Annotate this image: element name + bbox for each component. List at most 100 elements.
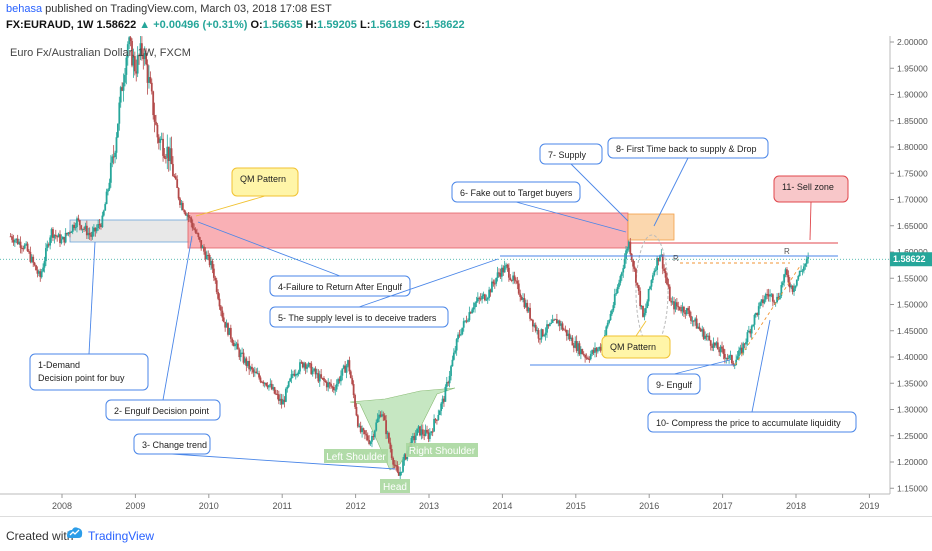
candle-body [184,212,187,216]
author-name[interactable]: behasa [6,3,43,15]
callout-4-pointer [197,221,341,277]
candle-body [266,385,269,388]
candle-body [526,302,529,312]
candle-body [54,234,57,237]
candle-body [584,354,587,358]
callout-3-box [133,433,211,455]
price-chart[interactable]: QM Pattern 1-Demand Decision point for bu… [0,36,932,516]
candle-body [179,198,181,206]
price-tick-label: 1.35000 [897,378,928,388]
candle-body [220,306,222,311]
callout-5-text: 5- The supply level is to deceive trader… [278,313,437,323]
candle-body [612,305,615,311]
candles-layer [9,36,810,480]
candle-body [690,316,692,321]
candle-body [417,426,420,429]
price-tick-label: 1.75000 [897,168,928,178]
candle-body [510,279,513,281]
candle-body [122,82,125,91]
candle-body [750,326,753,334]
candle-body [462,321,465,328]
r-label-2: R [784,247,790,256]
candle-body [592,350,595,353]
candle-body [419,426,421,436]
candle-body [18,241,20,244]
candle-body [396,465,399,472]
candle-body [334,389,337,391]
candle-body [787,275,790,283]
candle-body [35,265,37,271]
candle-body [707,335,709,337]
candle-body [292,373,294,375]
candle-body [121,87,124,91]
candle-body [118,102,121,124]
candle-body [119,87,122,103]
candle-body [105,191,108,205]
candle-body [577,343,579,351]
candle-body [719,346,722,353]
high-value: 1.59205 [317,19,357,31]
tradingview-logo-icon[interactable] [66,526,84,540]
candle-body [383,415,386,421]
candle-body [460,334,462,336]
candle-body [162,138,164,156]
price-tick-label: 1.45000 [897,326,928,336]
candle-body [70,231,73,233]
price-axis[interactable]: 2.00000 1.95000 1.90000 1.85000 1.80000 1.750… [889,36,932,494]
candle-body [351,378,354,385]
candle-body [225,323,228,328]
candle-body [773,301,776,303]
tradingview-brand[interactable]: TradingView [88,529,155,543]
callout-9-text: 9- Engulf [656,380,693,390]
candle-body [427,432,430,440]
candle-body [327,382,330,388]
callout-8-text: 8- First Time back to supply & Drop [616,144,757,154]
candle-body [150,82,153,92]
candle-body [599,346,602,351]
candle-body [21,247,23,249]
candle-body [506,264,509,268]
candle-body [745,342,747,345]
candle-body [399,472,402,476]
candle-body [498,272,500,274]
candle-body [390,449,393,458]
candle-body [69,232,71,234]
callout-5-pointer [358,258,499,308]
candle-body [548,323,551,327]
candle-body [664,271,667,278]
callout-6-pointer [515,201,627,233]
candle-body [704,335,706,339]
candle-body [277,394,280,401]
candle-body [101,215,104,228]
candle-body [275,393,277,395]
candle-body [705,335,708,337]
candle-body [444,386,447,402]
candle-body [433,418,435,432]
candle-body [627,241,630,249]
close-value: 1.58622 [424,19,465,31]
candle-body [797,276,800,280]
candle-body [201,246,204,249]
time-axis[interactable]: 2008 2009 2010 2011 2012 2013 2014 2015 2016 2017… [0,493,890,511]
candle-body [45,248,47,262]
candle-body [258,373,260,378]
candle-body [393,464,396,466]
candle-body [637,285,640,291]
candle-body [671,301,674,303]
candle-body [404,454,407,460]
candle-body [505,264,507,266]
candle-body [572,345,575,348]
candle-body [428,433,431,440]
candle-body [564,329,567,331]
candle-body [589,354,592,360]
candle-body [344,365,347,373]
candle-body [104,204,107,211]
candle-body [507,267,510,278]
candle-body [316,373,318,375]
candle-body [620,272,623,276]
candle-body [461,327,464,335]
candle-body [756,312,759,315]
price-tick-label: 2.00000 [897,37,928,47]
candle-body [697,326,699,329]
candle-body [447,382,450,384]
